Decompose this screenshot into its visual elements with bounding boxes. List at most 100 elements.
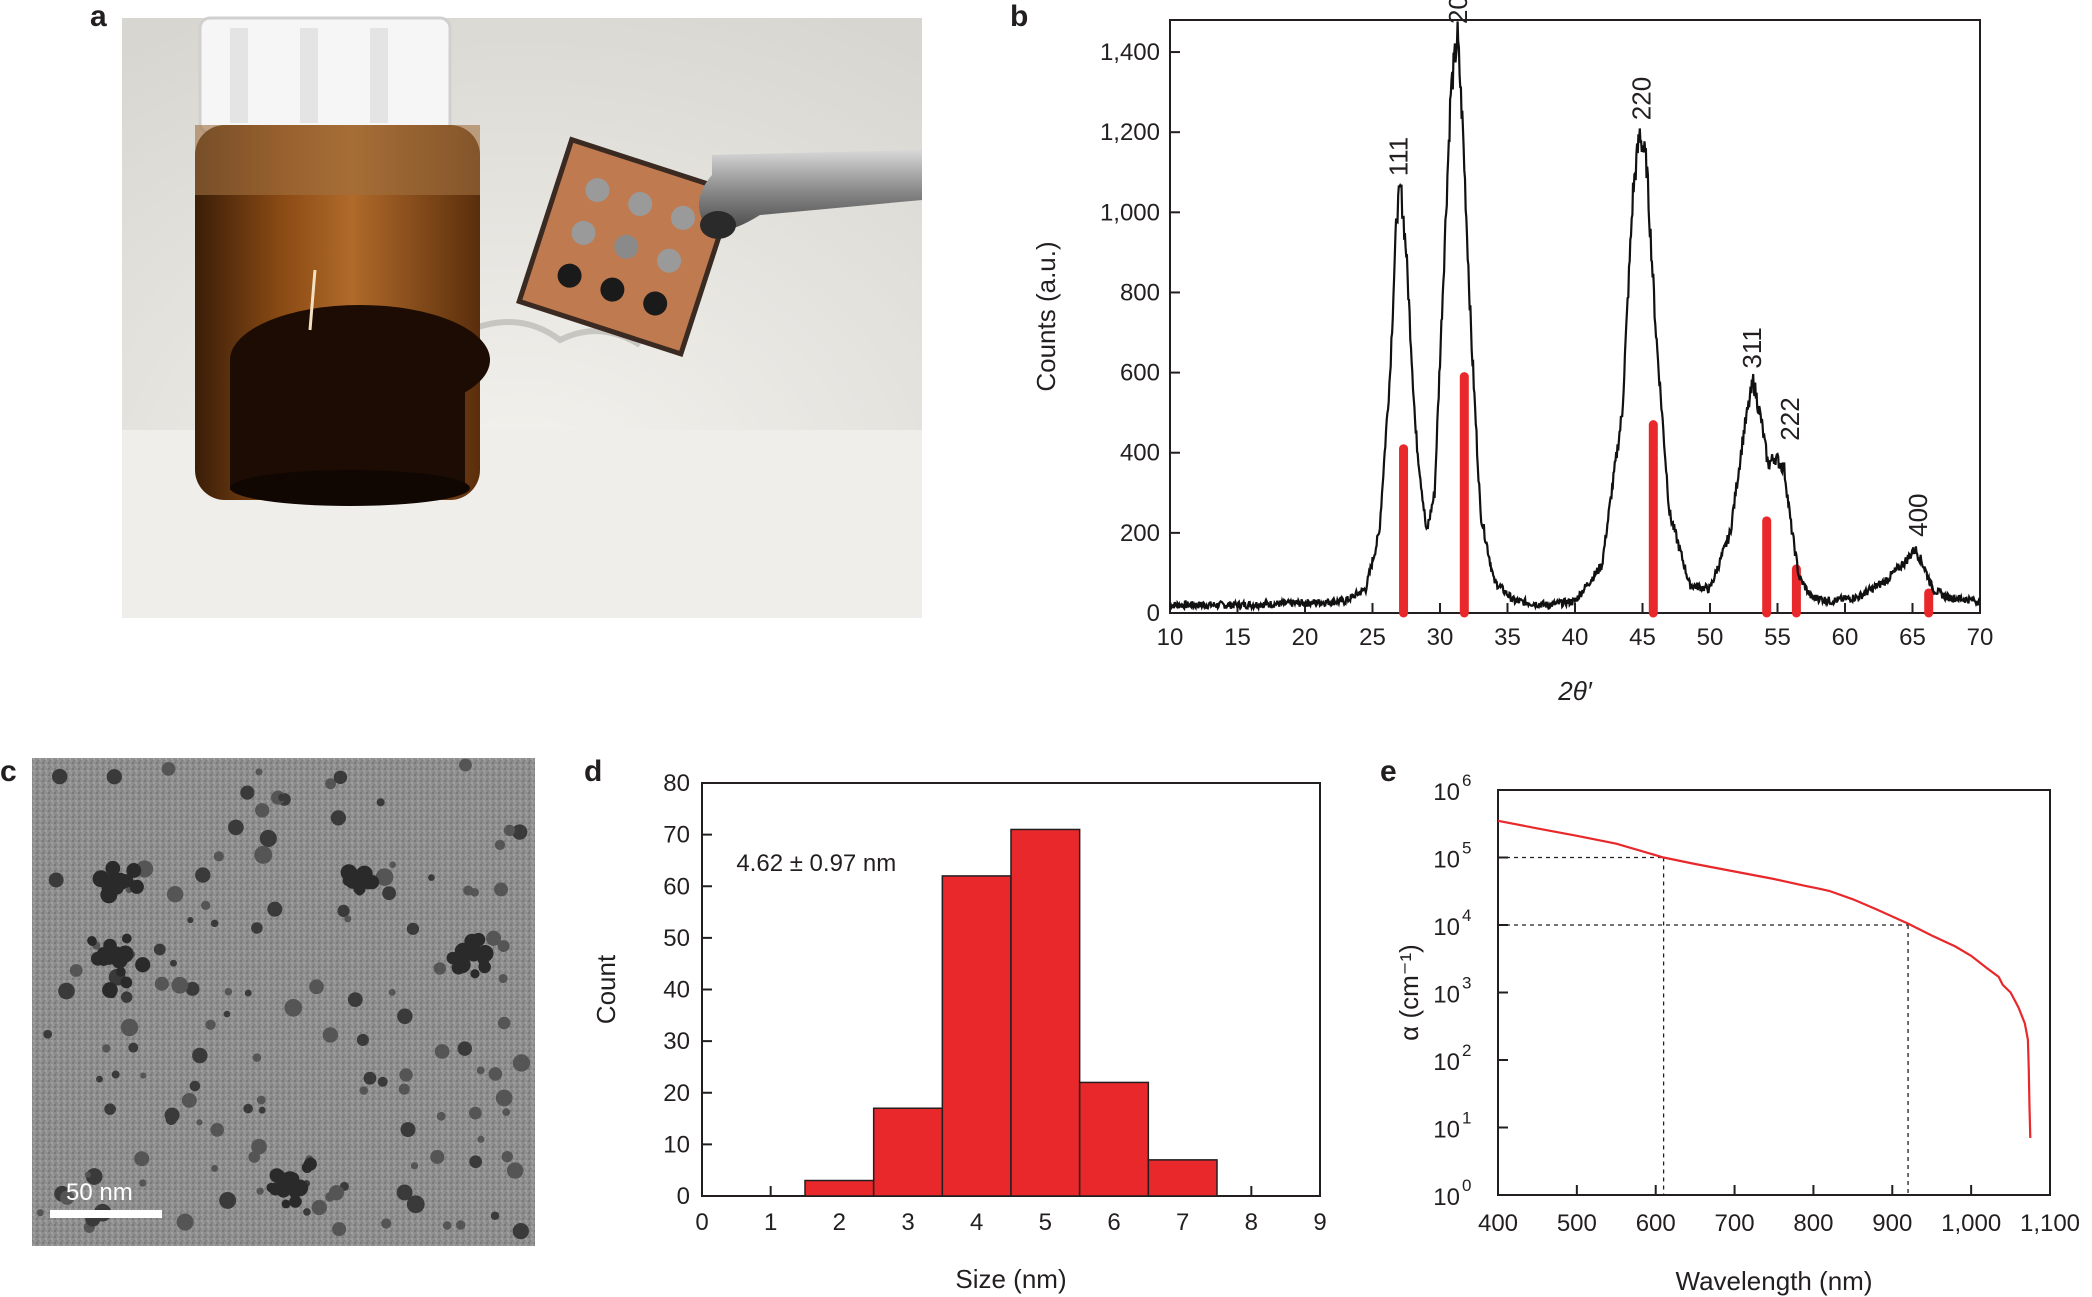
nanoparticle <box>398 1083 410 1095</box>
nanoparticle <box>330 810 347 826</box>
histogram-y-tick-label: 60 <box>663 873 690 900</box>
nanoparticle <box>154 976 169 991</box>
nanoparticle <box>375 868 394 886</box>
nanoparticle <box>205 1019 216 1030</box>
nanoparticle <box>107 989 117 999</box>
nanoparticle <box>244 989 252 997</box>
nanoparticle <box>126 863 142 878</box>
nanoparticle <box>303 1208 311 1216</box>
scale-bar <box>50 1210 162 1218</box>
histogram-x-tick-label: 7 <box>1176 1209 1189 1236</box>
xrd-y-tick-label: 600 <box>1120 360 1160 387</box>
nanoparticle <box>498 973 508 984</box>
xrd-x-tick-label: 40 <box>1562 624 1589 651</box>
histogram-bars <box>804 828 1218 1197</box>
nanoparticle <box>96 1075 103 1083</box>
nanoparticle <box>134 1151 150 1167</box>
nanoparticle <box>322 1027 339 1043</box>
nanoparticle <box>164 1107 180 1123</box>
absorption-y-tick-label: 10 <box>1433 779 1460 806</box>
xrd-peak-label: 311 <box>1737 327 1767 368</box>
nanoparticle <box>347 992 363 1008</box>
histogram-y-axis-label: Count <box>591 954 621 1024</box>
nanoparticle <box>497 940 510 953</box>
nanoparticle <box>228 819 244 836</box>
nanoparticle <box>129 879 144 894</box>
nanoparticle <box>256 1095 266 1105</box>
nanoparticle <box>428 874 435 881</box>
nanoparticle <box>477 1135 485 1143</box>
nanoparticle <box>389 861 396 868</box>
nanoparticle <box>176 1213 194 1231</box>
nanoparticle <box>224 987 233 996</box>
vial-icon <box>195 125 490 506</box>
histogram-y-tick-label: 10 <box>663 1131 690 1158</box>
xrd-x-tick-label: 25 <box>1359 624 1386 651</box>
nanoparticle <box>171 976 189 994</box>
nanoparticle <box>106 769 122 785</box>
nanoparticle <box>101 881 114 894</box>
xrd-peak-label: 222 <box>1775 397 1805 440</box>
nanoparticle <box>494 882 508 897</box>
histogram-y-tick-label: 80 <box>663 770 690 797</box>
nanoparticle <box>457 1041 472 1056</box>
absorption-x-axis-label: Wavelength (nm) <box>1676 1266 1873 1296</box>
absorption-x-tick-label: 800 <box>1793 1210 1833 1237</box>
nanoparticle <box>442 1221 452 1230</box>
absorption-y-tick-label: 10 <box>1433 914 1460 941</box>
nanoparticle <box>112 874 123 885</box>
nanoparticle <box>512 1222 529 1240</box>
histogram-y-tick-label: 20 <box>663 1080 690 1107</box>
absorption-x-tick-label: 500 <box>1557 1210 1597 1237</box>
nanoparticle <box>466 937 480 952</box>
nanoparticle <box>455 1220 466 1230</box>
absorption-x-tick-label: 1,000 <box>1941 1210 2001 1237</box>
nanoparticle <box>120 1018 139 1037</box>
nanoparticle <box>470 969 480 979</box>
nanoparticle <box>200 900 211 911</box>
nanoparticle <box>356 1033 369 1046</box>
nanoparticle <box>185 981 200 996</box>
histogram-x-tick-label: 8 <box>1245 1209 1258 1236</box>
vial-and-substrate-photo <box>122 16 922 618</box>
nanoparticle <box>256 1187 264 1195</box>
xrd-chart: 10 15 20 25 30 35 40 45 50 55 60 65 70 0 200 400 600 800 1… <box>1031 0 1993 706</box>
panel-label-b: b <box>1010 0 1029 33</box>
nanoparticle <box>406 922 420 935</box>
nanoparticle <box>153 943 166 956</box>
nanoparticle <box>278 793 286 802</box>
tem-micrograph: 50 nm <box>32 758 535 1246</box>
xrd-peak-label: 400 <box>1903 494 1933 537</box>
nanoparticle <box>396 1184 413 1201</box>
panel-label-e: e <box>1380 755 1397 788</box>
absorption-y-tick-exponent: 2 <box>1462 1041 1471 1060</box>
nanoparticle <box>120 991 133 1003</box>
xrd-peak-labels: 111 200 220 311 222 400 <box>1384 0 1934 537</box>
histogram-x-tick-label: 3 <box>901 1209 914 1236</box>
nanoparticle <box>87 935 97 946</box>
absorption-x-tick-label: 600 <box>1636 1210 1676 1237</box>
absorption-y-tick-exponent: 3 <box>1462 974 1471 993</box>
nanoparticle <box>342 867 360 885</box>
nanoparticle <box>503 824 516 837</box>
histogram-bar <box>1078 1081 1150 1197</box>
nanoparticle <box>328 1185 345 1201</box>
nanoparticle <box>288 1185 302 1199</box>
xrd-y-tick-label: 1,400 <box>1100 39 1160 66</box>
nanoparticle <box>84 1171 91 1178</box>
histogram-x-tick-label: 9 <box>1313 1209 1326 1236</box>
nanoparticle <box>48 872 64 888</box>
nanoparticle <box>430 1149 445 1164</box>
nanoparticle <box>213 851 224 862</box>
histogram-bar <box>804 1179 875 1197</box>
nanoparticle <box>506 1162 524 1179</box>
histogram-bar <box>941 875 1012 1197</box>
nanoparticle <box>359 1086 369 1095</box>
nanoparticle <box>333 770 348 785</box>
xrd-x-axis-label: 2θ′ <box>1557 676 1593 706</box>
xrd-y-tick-label: 400 <box>1120 440 1160 467</box>
histogram-x-tick-label: 4 <box>970 1209 983 1236</box>
nanoparticle <box>120 976 133 989</box>
nanoparticle <box>511 824 528 840</box>
nanoparticle <box>128 1042 139 1053</box>
